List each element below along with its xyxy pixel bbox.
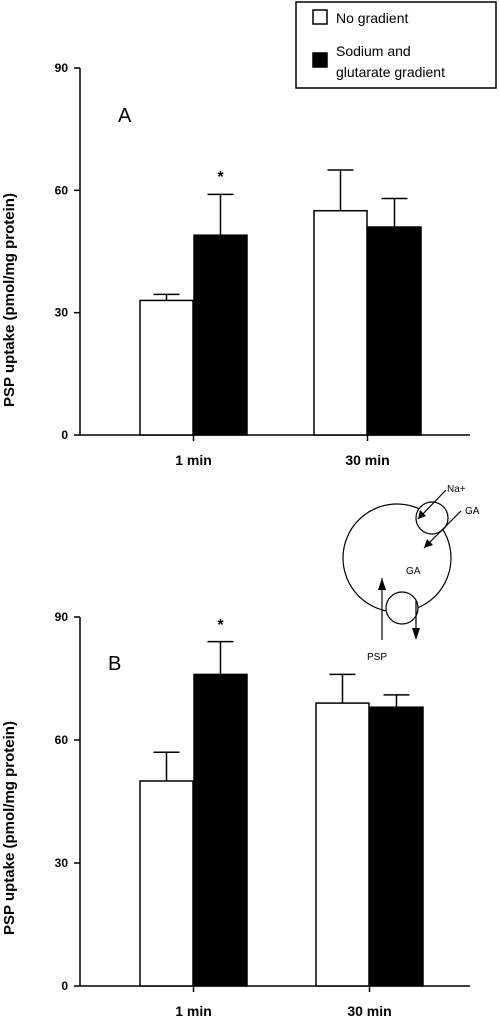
x-tick-label: 30 min <box>347 1003 391 1019</box>
bars-b: * <box>139 617 424 987</box>
legend-label-no-gradient: No gradient <box>336 10 408 26</box>
bars-a: * <box>139 169 422 436</box>
bar <box>315 702 370 987</box>
bar <box>139 780 194 987</box>
panel-label-b: B <box>108 653 121 675</box>
na-arrow-head <box>418 510 426 519</box>
x-tick-label: 30 min <box>345 452 389 468</box>
psp-in-arrow-head <box>378 578 386 590</box>
y-tick-label: 30 <box>55 856 69 870</box>
x-tick-label: 1 min <box>175 1003 212 1019</box>
legend-label-gradient-line2: glutarate gradient <box>336 64 445 80</box>
y-tick-label: 90 <box>55 610 69 624</box>
x-ticks-b: 1 min 30 min <box>175 986 392 1019</box>
y-ticks-b: 0 30 60 90 <box>55 610 80 993</box>
ga-arrow-line <box>423 510 462 549</box>
bar <box>313 209 368 436</box>
x-tick-label: 1 min <box>175 452 212 468</box>
y-tick-label: 90 <box>55 61 69 75</box>
legend-swatch-gradient <box>312 52 328 68</box>
significance-marker: * <box>217 169 224 186</box>
y-tick-label: 0 <box>61 428 68 442</box>
transporter-top-circle <box>415 501 449 535</box>
legend: No gradient Sodium and glutarate gradien… <box>295 1 497 89</box>
bar <box>193 673 248 987</box>
y-tick-label: 60 <box>55 183 69 197</box>
legend-swatch-no-gradient <box>312 9 328 25</box>
y-axis-label-a: PSP uptake (pmol/mg protein) <box>1 193 18 407</box>
significance-marker: * <box>217 617 224 634</box>
diagram-label-na: Na+ <box>447 484 466 495</box>
panel-label-a: A <box>118 105 132 127</box>
y-ticks-a: 0 30 60 90 <box>55 61 80 442</box>
x-ticks-a: 1 min 30 min <box>175 435 390 468</box>
y-tick-label: 30 <box>55 306 69 320</box>
y-tick-label: 0 <box>61 979 68 993</box>
bar <box>367 226 422 436</box>
chart-panel-b: PSP uptake (pmol/mg protein) B * 0 30 60 90… <box>1 610 470 1019</box>
ga-arrow-head <box>424 539 433 548</box>
diagram-label-ga-top: GA <box>465 506 480 517</box>
legend-box <box>295 1 497 89</box>
diagram-label-psp: PSP <box>367 652 387 663</box>
y-tick-label: 60 <box>55 733 69 747</box>
bar <box>139 299 194 436</box>
y-axis-label-b: PSP uptake (pmol/mg protein) <box>1 721 18 935</box>
bar <box>369 706 424 987</box>
transporter-bottom-circle <box>385 591 419 625</box>
bar <box>193 234 248 436</box>
transport-cell-diagram: Na+ GA GA PSP <box>342 484 480 663</box>
legend-label-gradient-line1: Sodium and <box>336 43 411 59</box>
chart-panel-a: PSP uptake (pmol/mg protein) A * 0 30 60 90… <box>1 61 470 468</box>
diagram-label-ga-mid: GA <box>406 566 421 577</box>
ga-out-arrow-head <box>412 628 420 640</box>
